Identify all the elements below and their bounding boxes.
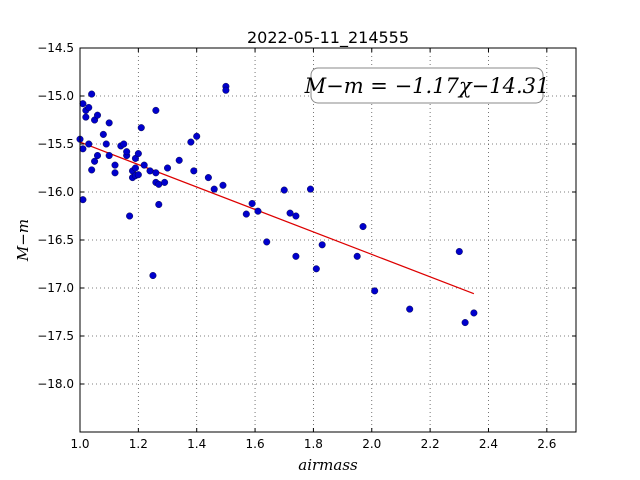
data-point [455, 248, 463, 256]
data-point [105, 119, 113, 127]
data-point [88, 90, 96, 98]
x-tick-label: 2.4 [479, 437, 498, 451]
data-point [120, 140, 128, 148]
x-tick-label: 2.2 [421, 437, 440, 451]
data-point [134, 150, 142, 158]
x-tick-label: 1.4 [187, 437, 206, 451]
y-tick-label: −16.5 [37, 233, 74, 247]
data-point [318, 241, 326, 249]
fit-line [79, 141, 475, 295]
y-axis-label: M−m [14, 219, 32, 262]
data-point [222, 86, 230, 94]
fit-line-group [79, 141, 475, 295]
data-point [152, 169, 160, 177]
data-point [152, 106, 160, 114]
data-point [286, 209, 294, 217]
chart-title: 2022-05-11_214555 [247, 28, 409, 48]
data-point [146, 167, 154, 175]
data-point [292, 212, 300, 220]
tick-labels: 1.0 1.2 1.4 1.6 1.8 2.0 2.2 2.4 2.6 −14.5 −15.0 −15… [37, 41, 556, 451]
grid-lines [79, 47, 576, 432]
data-point [280, 186, 288, 194]
data-point [371, 287, 379, 295]
data-point [254, 207, 262, 215]
x-tick-label: 1.6 [246, 437, 265, 451]
y-tick-label: −17.0 [37, 281, 74, 295]
x-tick-label: 1.0 [70, 437, 89, 451]
data-point [94, 152, 102, 160]
data-point [82, 113, 90, 121]
data-points [76, 82, 478, 327]
data-point [470, 309, 478, 317]
y-tick-label: −15.5 [37, 137, 74, 151]
data-point [164, 164, 172, 172]
data-point [187, 138, 195, 146]
data-point [102, 140, 110, 148]
data-point [134, 171, 142, 179]
y-tick-label: −16.0 [37, 185, 74, 199]
data-point [111, 161, 119, 169]
x-tick-label: 1.2 [129, 437, 148, 451]
data-point [85, 140, 93, 148]
axis-ticks [79, 47, 576, 432]
data-point [248, 200, 256, 208]
data-point [204, 174, 212, 182]
data-point [99, 130, 107, 138]
data-point [94, 111, 102, 119]
data-point [91, 157, 99, 165]
data-point [353, 252, 361, 260]
x-tick-label: 2.6 [537, 437, 556, 451]
y-tick-label: −15.0 [37, 89, 74, 103]
fit-equation-text: M−m = −1.17χ−14.31 [304, 74, 550, 98]
data-point [131, 164, 139, 172]
y-tick-label: −14.5 [37, 41, 74, 55]
data-point [79, 100, 87, 108]
data-point [155, 200, 163, 208]
data-point [242, 210, 250, 218]
data-point [88, 166, 96, 174]
data-point [406, 305, 414, 313]
data-point [85, 104, 93, 112]
data-point [111, 169, 119, 177]
data-point [190, 167, 198, 175]
x-tick-label: 2.0 [362, 437, 381, 451]
fit-equation-box: M−m = −1.17χ−14.31 [304, 67, 550, 104]
data-point [137, 124, 145, 132]
fit-equation-frame [310, 67, 544, 104]
data-point [210, 185, 218, 193]
data-point [175, 156, 183, 164]
data-point [79, 145, 87, 153]
x-axis-label: airmass [298, 456, 358, 474]
data-point [161, 178, 169, 186]
data-point [140, 161, 148, 169]
y-tick-label: −18.0 [37, 377, 74, 391]
data-point [219, 181, 227, 189]
data-point [312, 265, 320, 273]
y-tick-label: −17.5 [37, 329, 74, 343]
data-point [263, 238, 271, 246]
data-point [149, 272, 157, 280]
data-point [155, 180, 163, 188]
data-point [126, 212, 134, 220]
data-point [359, 223, 367, 231]
data-point [292, 252, 300, 260]
data-point [193, 132, 201, 140]
x-tick-label: 1.8 [304, 437, 323, 451]
data-point [306, 185, 314, 193]
data-point [123, 148, 131, 156]
data-point [79, 196, 87, 204]
data-point [461, 319, 469, 327]
data-point [105, 152, 113, 160]
